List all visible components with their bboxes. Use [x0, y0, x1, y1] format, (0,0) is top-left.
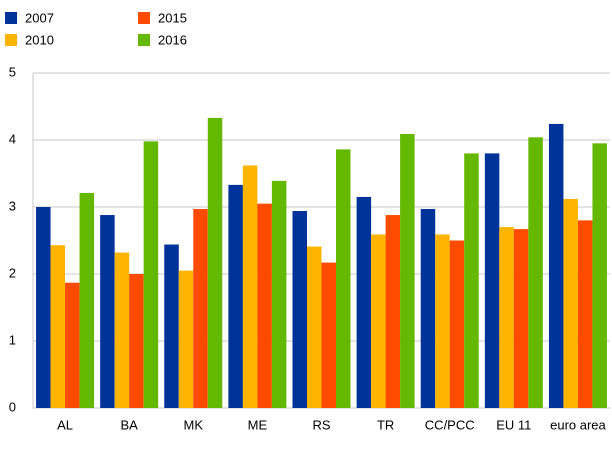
y-tick-label: 5 — [9, 64, 16, 79]
bar — [100, 215, 115, 408]
bar — [164, 244, 179, 408]
bar — [356, 196, 372, 408]
legend-swatch — [138, 34, 150, 46]
bar — [563, 198, 578, 408]
bar — [449, 240, 465, 408]
y-tick-label: 0 — [9, 399, 16, 414]
bar — [79, 192, 95, 408]
bar — [400, 133, 415, 408]
x-tick-label: RS — [312, 417, 330, 432]
bar — [242, 165, 258, 408]
y-tick-label: 3 — [9, 198, 16, 213]
bar — [371, 234, 386, 408]
x-tick-label: ME — [248, 417, 268, 432]
bar — [592, 143, 607, 408]
bar — [271, 180, 287, 408]
bar — [577, 220, 593, 408]
legend-label: 2016 — [158, 32, 187, 47]
bar — [193, 209, 208, 408]
legend-swatch — [5, 12, 17, 24]
bar — [129, 274, 144, 408]
y-tick-label: 4 — [9, 131, 16, 146]
bar — [548, 123, 564, 409]
bar — [336, 149, 351, 408]
bar — [513, 229, 529, 408]
legend-label: 2015 — [158, 10, 187, 25]
bar — [65, 282, 80, 408]
x-tick-label: EU 11 — [496, 417, 531, 432]
bar — [228, 184, 243, 408]
legend-label: 2007 — [25, 10, 54, 25]
bar — [464, 153, 479, 408]
bar — [36, 207, 51, 408]
bar — [499, 227, 514, 408]
x-tick-label: TR — [377, 417, 394, 432]
x-tick-label: euro area — [550, 417, 606, 432]
bar — [143, 141, 159, 408]
x-tick-label: MK — [184, 417, 204, 432]
bar — [528, 137, 543, 408]
legend-swatch — [138, 12, 150, 24]
bar — [484, 153, 500, 408]
legend-swatch — [5, 34, 17, 46]
bar — [178, 270, 194, 408]
bar — [114, 252, 130, 408]
bar — [307, 246, 322, 408]
bar — [321, 262, 336, 408]
x-tick-label: CC/PCC — [425, 417, 475, 432]
bar — [420, 209, 436, 408]
x-tick-label: AL — [57, 417, 73, 432]
bar — [50, 245, 66, 408]
bar — [207, 117, 223, 408]
y-tick-label: 2 — [9, 265, 16, 280]
y-tick-label: 1 — [9, 332, 16, 347]
legend-label: 2010 — [25, 32, 54, 47]
bar — [292, 211, 307, 408]
x-tick-label: BA — [120, 417, 138, 432]
bar — [385, 215, 401, 408]
bar — [435, 234, 450, 408]
bar — [257, 203, 272, 408]
